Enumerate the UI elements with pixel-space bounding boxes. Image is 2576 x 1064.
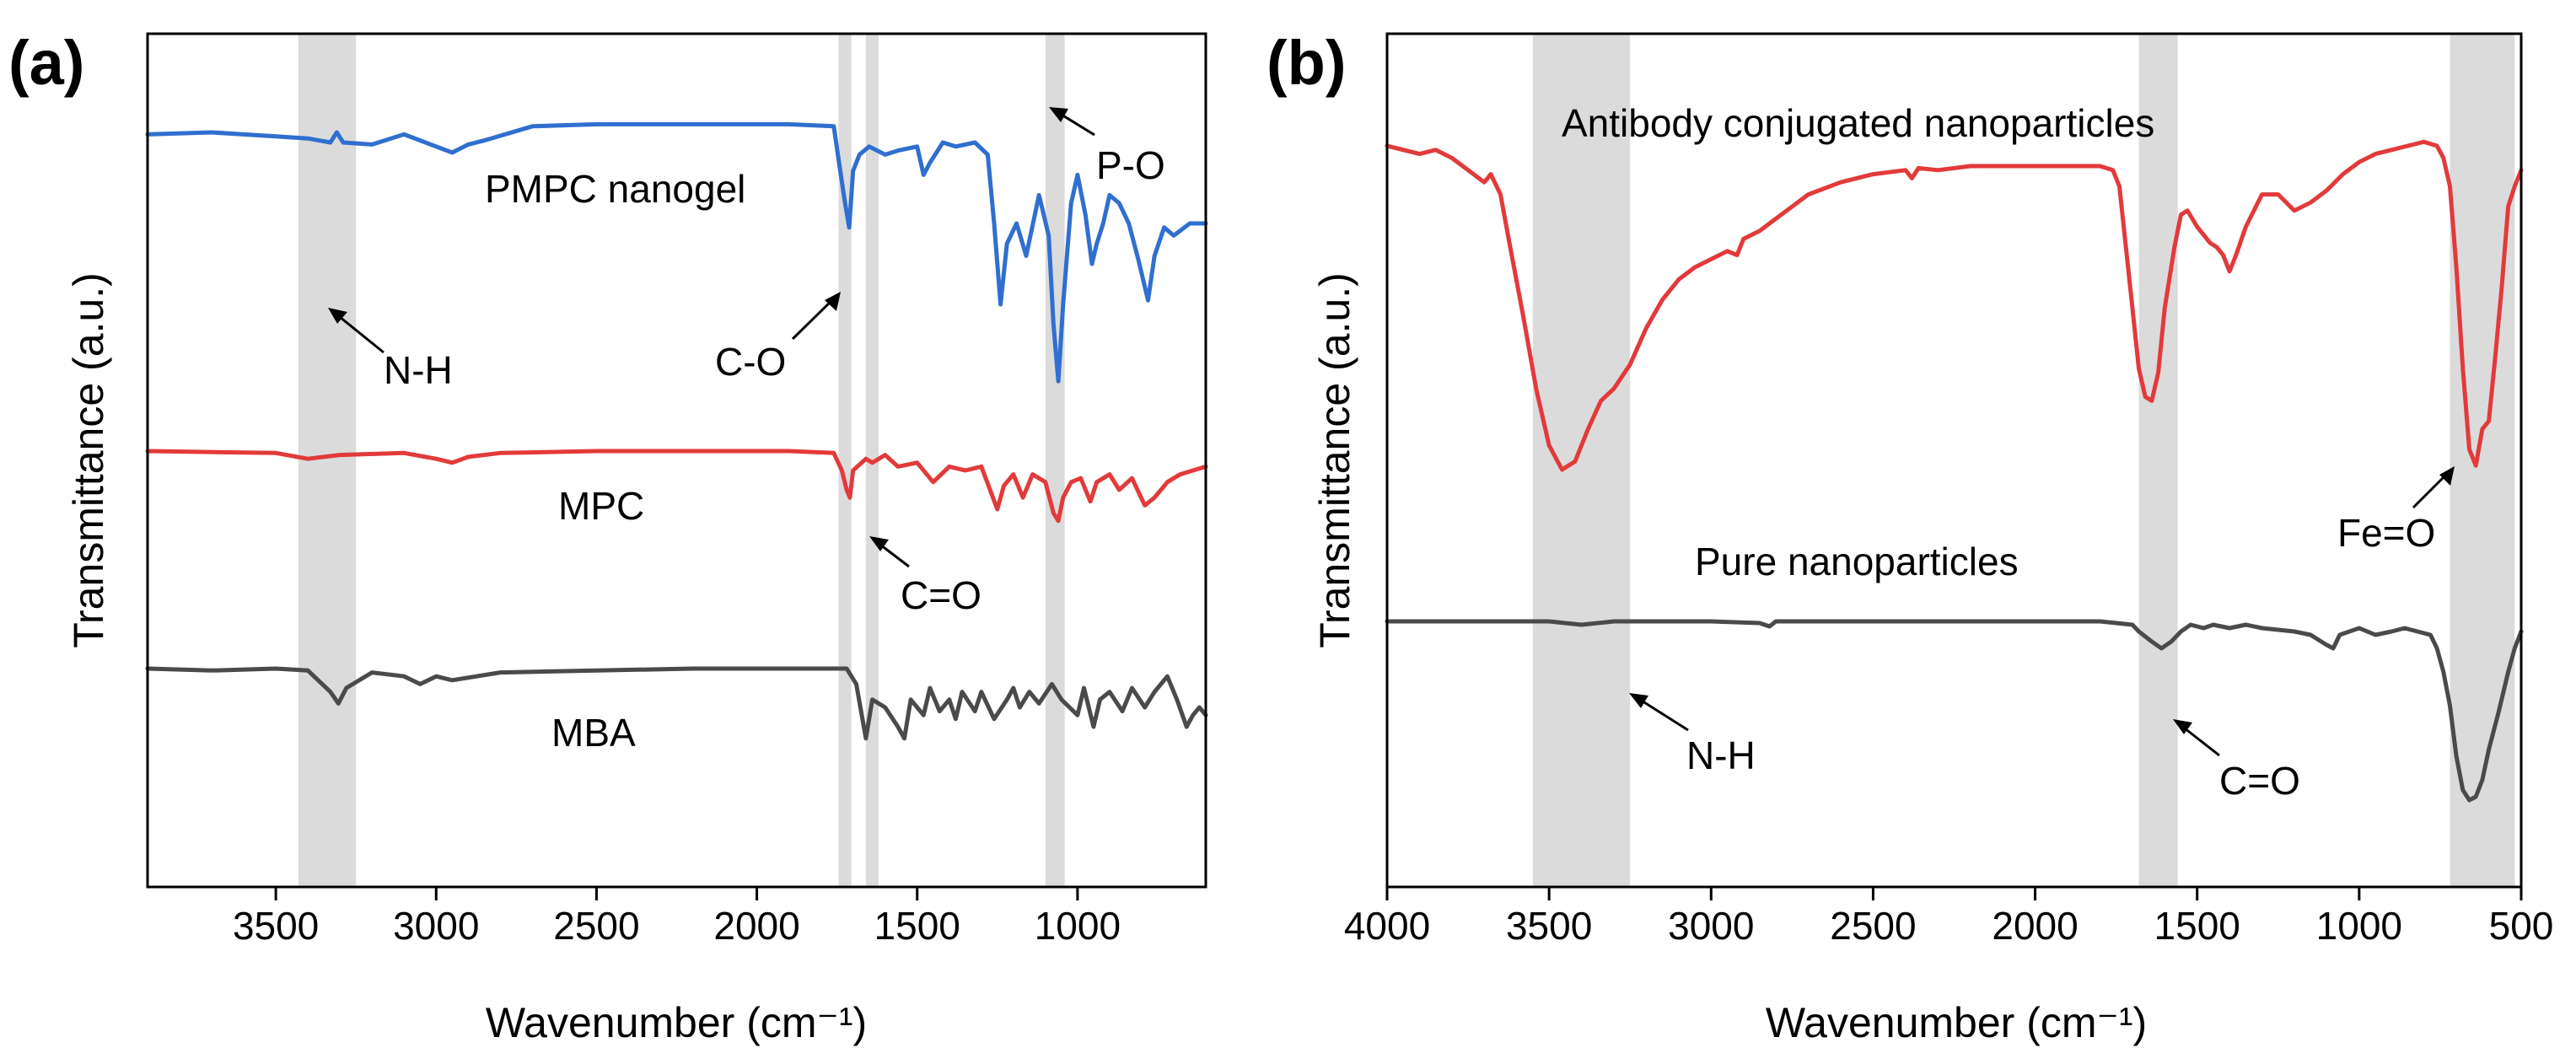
panel-a-series-label-mba: MBA [551,711,636,755]
annotation-feo-b-label: Fe=O [2337,511,2435,555]
series-line-pure-nanoparticles [1385,619,2524,803]
x-tick-label-2000: 2000 [713,904,799,948]
series-line-antibody-conjugated-nanoparticles [1385,139,2524,472]
x-tick-label-3000: 3000 [1668,904,1754,948]
annotation-nh-b-label: N-H [1686,734,1756,777]
panel-a-x-ticks: 3500 3000 2500 2000 1500 1000 [233,887,1121,948]
panel-a-label: (a) [8,28,84,98]
series-line-mpc [145,449,1208,524]
panel-b: (b) 4000 3500 3000 2500 2000 1500 1000 500 Wave… [1266,28,2553,1046]
shaded-band-2 [2450,34,2515,887]
annotation-feo-b: Fe=O [2337,466,2455,555]
panel-b-ylabel: Transmittance (a.u.) [1311,272,1358,648]
x-tick-label-1000: 1000 [1035,904,1121,948]
annotation-co-a: C-O [715,292,841,384]
shaded-band-1 [2138,34,2178,887]
x-tick-label-3000: 3000 [393,904,479,948]
panel-b-frame [1385,32,2523,889]
x-tick-label-2500: 2500 [553,904,639,948]
panel-a-shaded-bands [298,34,1065,887]
panel-b-x-ticks: 4000 3500 3000 2500 2000 1500 1000 500 [1344,887,2554,948]
shaded-band-3 [1045,34,1065,887]
annotation-po-a-label: P-O [1096,143,1165,187]
x-tick-label-3500: 3500 [233,904,319,948]
panel-a-ylabel: Transmittance (a.u.) [65,272,112,648]
panel-a: (a) 3500 3000 2500 2000 1500 1000 Wavenumber … [8,28,1208,1046]
panel-a-xlabel: Wavenumber (cm⁻¹) [486,999,867,1046]
series-line-mba [145,666,1208,741]
panel-b-xlabel: Wavenumber (cm⁻¹) [1766,999,2147,1046]
x-tick-label-4000: 4000 [1344,904,1430,948]
annotation-co-a-label: C-O [715,340,786,384]
panel-a-series-label-mpc: MPC [558,484,644,528]
annotation-co-b-label: C=O [2219,759,2300,803]
annotation-nh-a: N-H [328,308,453,392]
panel-a-series [145,121,1208,741]
panel-a-series-label-pmpc: PMPC nanogel [485,167,745,211]
annotation-co-double-a: C=O [869,536,981,617]
x-tick-label-500: 500 [2489,904,2554,948]
annotation-nh-b: N-H [1629,693,1756,777]
series-line-pmpc-nanogel [145,121,1208,384]
panel-a-frame [146,32,1207,889]
panel-b-series [1385,139,2524,803]
annotation-po-a: P-O [1049,107,1165,187]
panel-b-label: (b) [1266,28,1347,98]
panel-b-shaded-bands [1532,34,2515,887]
annotation-nh-a-label: N-H [384,348,453,392]
x-tick-label-2500: 2500 [1830,904,1916,948]
annotation-co-b: C=O [2173,719,2300,803]
shaded-band-0 [1532,34,1631,887]
panel-b-series-label-antibody: Antibody conjugated nanoparticles [1562,101,2154,145]
x-tick-label-2000: 2000 [1992,904,2078,948]
x-tick-label-1500: 1500 [2154,904,2240,948]
x-tick-label-1500: 1500 [874,904,960,948]
x-tick-label-1000: 1000 [2316,904,2402,948]
panel-b-series-label-pure: Pure nanoparticles [1695,540,2019,583]
annotation-co-double-a-label: C=O [901,573,981,617]
x-tick-label-3500: 3500 [1506,904,1592,948]
